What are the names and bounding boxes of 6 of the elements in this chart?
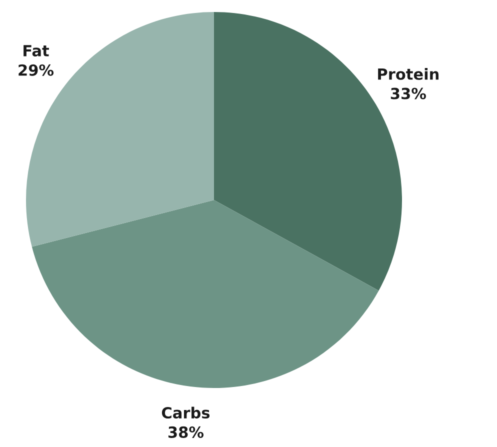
slice-label: Fat (24, 45, 49, 56)
data-label: 29% (18, 64, 54, 76)
slice-label: Protein (378, 68, 438, 80)
data-label: 38% (168, 426, 204, 438)
data-label: 33% (390, 88, 426, 100)
slice-label: Carbs (162, 406, 210, 419)
